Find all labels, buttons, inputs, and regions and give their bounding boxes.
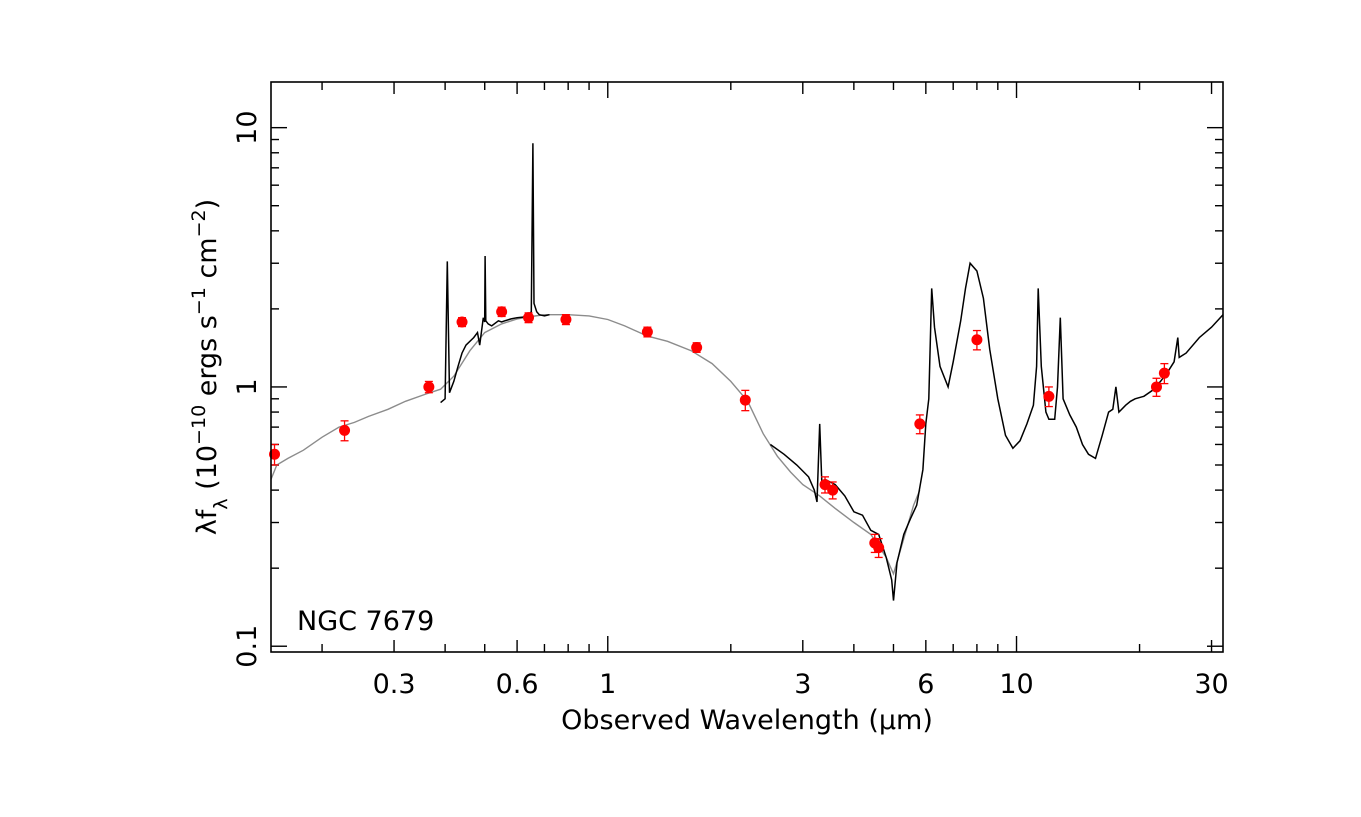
x-tick-label: 1: [599, 669, 616, 700]
y-label-exp2: −1: [188, 287, 210, 315]
photometry-marker: [914, 418, 926, 430]
photometry-point: [1158, 362, 1170, 385]
tick-labels: 0.3 0.6 1 3 6 10 30 0.1 1 10: [232, 110, 1229, 700]
photometry-point: [1150, 377, 1162, 397]
photometry-point: [423, 380, 435, 394]
x-tick-label: 10: [999, 669, 1033, 700]
photometry-point: [827, 481, 839, 500]
photometry-marker: [496, 306, 508, 318]
x-tick-label: 3: [794, 669, 811, 700]
y-label-close: ): [192, 199, 223, 210]
photometry-marker: [691, 341, 703, 353]
tick-marks: [271, 82, 1223, 652]
y-tick-label: 10: [232, 110, 263, 144]
y-label-exp1: −10: [188, 405, 210, 445]
photometry-point: [873, 537, 885, 559]
x-tick-label: 30: [1194, 669, 1228, 700]
photometry-point: [339, 420, 351, 442]
y-label-lambda: λf: [192, 508, 223, 535]
x-tick-label: 0.6: [496, 669, 539, 700]
y-label-sub: λ: [210, 498, 232, 509]
x-tick-label: 6: [917, 669, 934, 700]
y-label-units-c: cm: [192, 237, 223, 287]
y-label-units-b: ergs s: [192, 315, 223, 405]
model-spectrum-line: [270, 314, 921, 576]
observed-spectrum-line: [440, 143, 550, 404]
photometry-marker: [971, 334, 983, 346]
y-label-exp3: −2: [188, 209, 210, 237]
photometry-marker: [339, 424, 351, 436]
x-axis-label: Observed Wavelength (μm): [561, 705, 933, 736]
y-label-units-a: (10: [192, 445, 223, 498]
photometry-point: [691, 341, 703, 353]
object-annotation: NGC 7679: [297, 606, 434, 637]
photometry-marker: [819, 479, 831, 491]
photometry-marker: [873, 542, 885, 554]
y-tick-label: 1: [232, 378, 263, 395]
plot-area: [269, 143, 1224, 601]
y-axis-label: λfλ (10−10 ergs s−1 cm−2): [188, 199, 232, 535]
photometry-marker: [739, 394, 751, 406]
photometry-point: [456, 316, 468, 328]
photometry-point: [560, 314, 572, 326]
photometry-marker: [423, 381, 435, 393]
photometry-point: [914, 414, 926, 435]
photometry-marker: [1150, 381, 1162, 393]
photometry-point: [819, 476, 831, 494]
photometry-marker: [641, 326, 653, 338]
photometry-point: [739, 389, 751, 412]
photometry-marker: [1043, 390, 1055, 402]
photometry-marker: [827, 484, 839, 496]
photometry-point: [971, 329, 983, 351]
photometry-point: [1043, 386, 1055, 408]
svg-text:λfλ (10−10 ergs s−1 cm−2): λfλ (10−10 ergs s−1 cm−2): [188, 199, 232, 535]
plot-frame: [270, 81, 1224, 653]
observed-spectrum-line: [769, 261, 1224, 601]
photometry-point: [496, 306, 508, 318]
y-tick-label: 0.1: [232, 625, 263, 668]
photometry-marker: [523, 312, 535, 324]
photometry-point: [523, 312, 535, 324]
photometry-marker: [560, 314, 572, 326]
x-tick-label: 0.3: [373, 669, 416, 700]
photometry-marker: [456, 316, 468, 328]
photometry-point: [641, 326, 653, 338]
photometry-marker: [1158, 367, 1170, 379]
